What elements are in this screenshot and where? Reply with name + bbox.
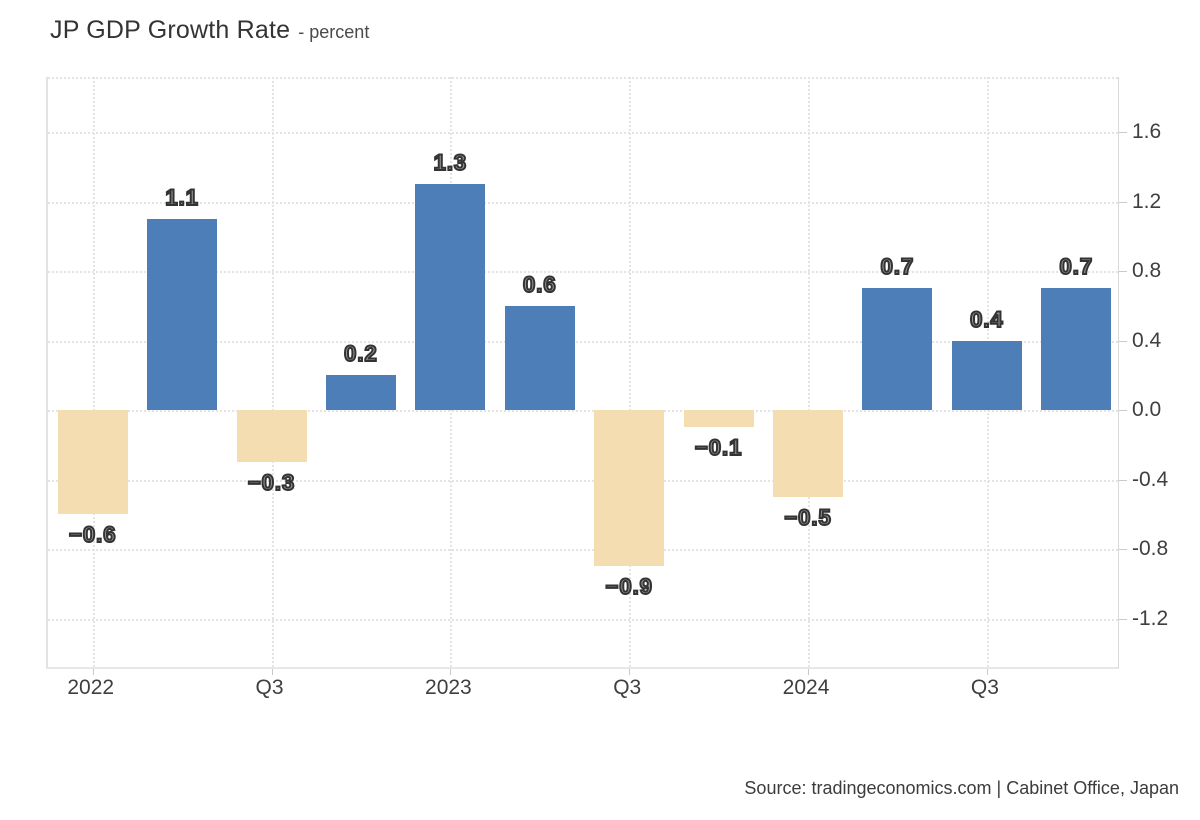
- x-axis-tick: [808, 669, 810, 675]
- gridline-horizontal: [48, 618, 1118, 621]
- bar-negative[interactable]: [683, 410, 754, 428]
- gridline-vertical: [92, 77, 95, 667]
- chart-title: JP GDP Growth Rate: [50, 16, 291, 44]
- gridline-vertical: [808, 77, 811, 667]
- bar-negative[interactable]: [773, 410, 844, 497]
- bar-positive[interactable]: [147, 218, 218, 410]
- gridline-horizontal: [48, 549, 1118, 551]
- x-axis-tick-label: 2022: [67, 676, 115, 699]
- bar-positive[interactable]: [1041, 288, 1112, 410]
- gridline-horizontal: [48, 271, 1118, 273]
- bar-value-label: 0.7: [1058, 253, 1094, 280]
- y-axis-tick: [1119, 340, 1127, 342]
- bar-value-label: 0.2: [343, 340, 378, 367]
- y-axis-tick-label: -0.8: [1132, 537, 1169, 560]
- y-axis-tick: [1119, 271, 1127, 272]
- gridline-horizontal: [48, 77, 1118, 79]
- y-axis-tick-label: 0.0: [1132, 398, 1162, 421]
- gridline-vertical: [271, 77, 274, 667]
- y-axis-tick: [1119, 549, 1127, 550]
- y-axis-tick: [1119, 132, 1127, 133]
- gridline-horizontal: [48, 132, 1118, 134]
- gridline-horizontal: [48, 201, 1118, 204]
- y-axis-tick-label: 1.6: [1132, 120, 1162, 143]
- y-axis-tick: [1119, 618, 1127, 620]
- chart-header: JP GDP Growth Rate - percent: [50, 16, 369, 45]
- x-axis-tick: [629, 669, 631, 675]
- y-axis-tick: [1119, 479, 1127, 481]
- x-axis-tick: [986, 669, 988, 675]
- x-axis-tick-label: Q3: [255, 676, 284, 699]
- x-axis-tick: [271, 669, 273, 675]
- y-axis-tick-label: -0.4: [1132, 467, 1169, 491]
- x-axis-tick-label: Q3: [613, 676, 642, 699]
- bar-positive[interactable]: [862, 288, 933, 410]
- bar-value-label: −0.6: [68, 521, 117, 548]
- y-axis-tick-label: 1.2: [1132, 189, 1162, 213]
- bar-negative[interactable]: [57, 410, 128, 515]
- bar-value-label: 0.4: [969, 306, 1004, 333]
- x-axis-tick: [92, 669, 94, 675]
- x-axis-tick-label: Q3: [970, 676, 999, 699]
- bar-value-label: −0.5: [783, 504, 832, 531]
- bar-positive[interactable]: [415, 184, 486, 410]
- x-axis-tick: [450, 669, 452, 675]
- bar-value-label: 1.3: [433, 149, 468, 176]
- bar-value-label: 1.1: [164, 184, 199, 211]
- bar-value-label: −0.9: [604, 573, 653, 600]
- plot-area: −0.6 1.1 −0.3 0.2 1.3 0.6 −0.9 −0.1 −0.5 0.7 0.4 0.…: [46, 77, 1127, 675]
- bar-positive[interactable]: [951, 340, 1022, 410]
- source-attribution: Source: tradingeconomics.com | Cabinet O…: [744, 778, 1179, 798]
- y-axis-tick-label: 0.8: [1132, 259, 1162, 282]
- y-axis-tick: [1119, 201, 1127, 203]
- chart-subtitle: - percent: [298, 22, 370, 42]
- x-axis-tick-label: 2024: [782, 676, 830, 699]
- y-axis-tick-label: -1.2: [1132, 606, 1169, 630]
- bar-positive[interactable]: [504, 305, 575, 410]
- bar-value-label: −0.3: [247, 469, 296, 496]
- bar-negative[interactable]: [236, 410, 307, 463]
- gridline-horizontal: [48, 340, 1118, 343]
- gridline-horizontal: [48, 479, 1118, 482]
- bar-negative[interactable]: [594, 410, 665, 567]
- bar-value-label: 0.6: [522, 271, 557, 298]
- y-axis-tick: [1119, 410, 1127, 411]
- gridline-horizontal: [48, 410, 1118, 412]
- bar-value-label: 0.7: [880, 253, 915, 280]
- gridline-vertical: [629, 77, 632, 667]
- bar-positive[interactable]: [325, 375, 396, 410]
- bar-value-label: −0.1: [694, 434, 743, 461]
- y-axis-tick-label: 0.4: [1132, 328, 1162, 352]
- x-axis-tick-label: 2023: [425, 676, 472, 699]
